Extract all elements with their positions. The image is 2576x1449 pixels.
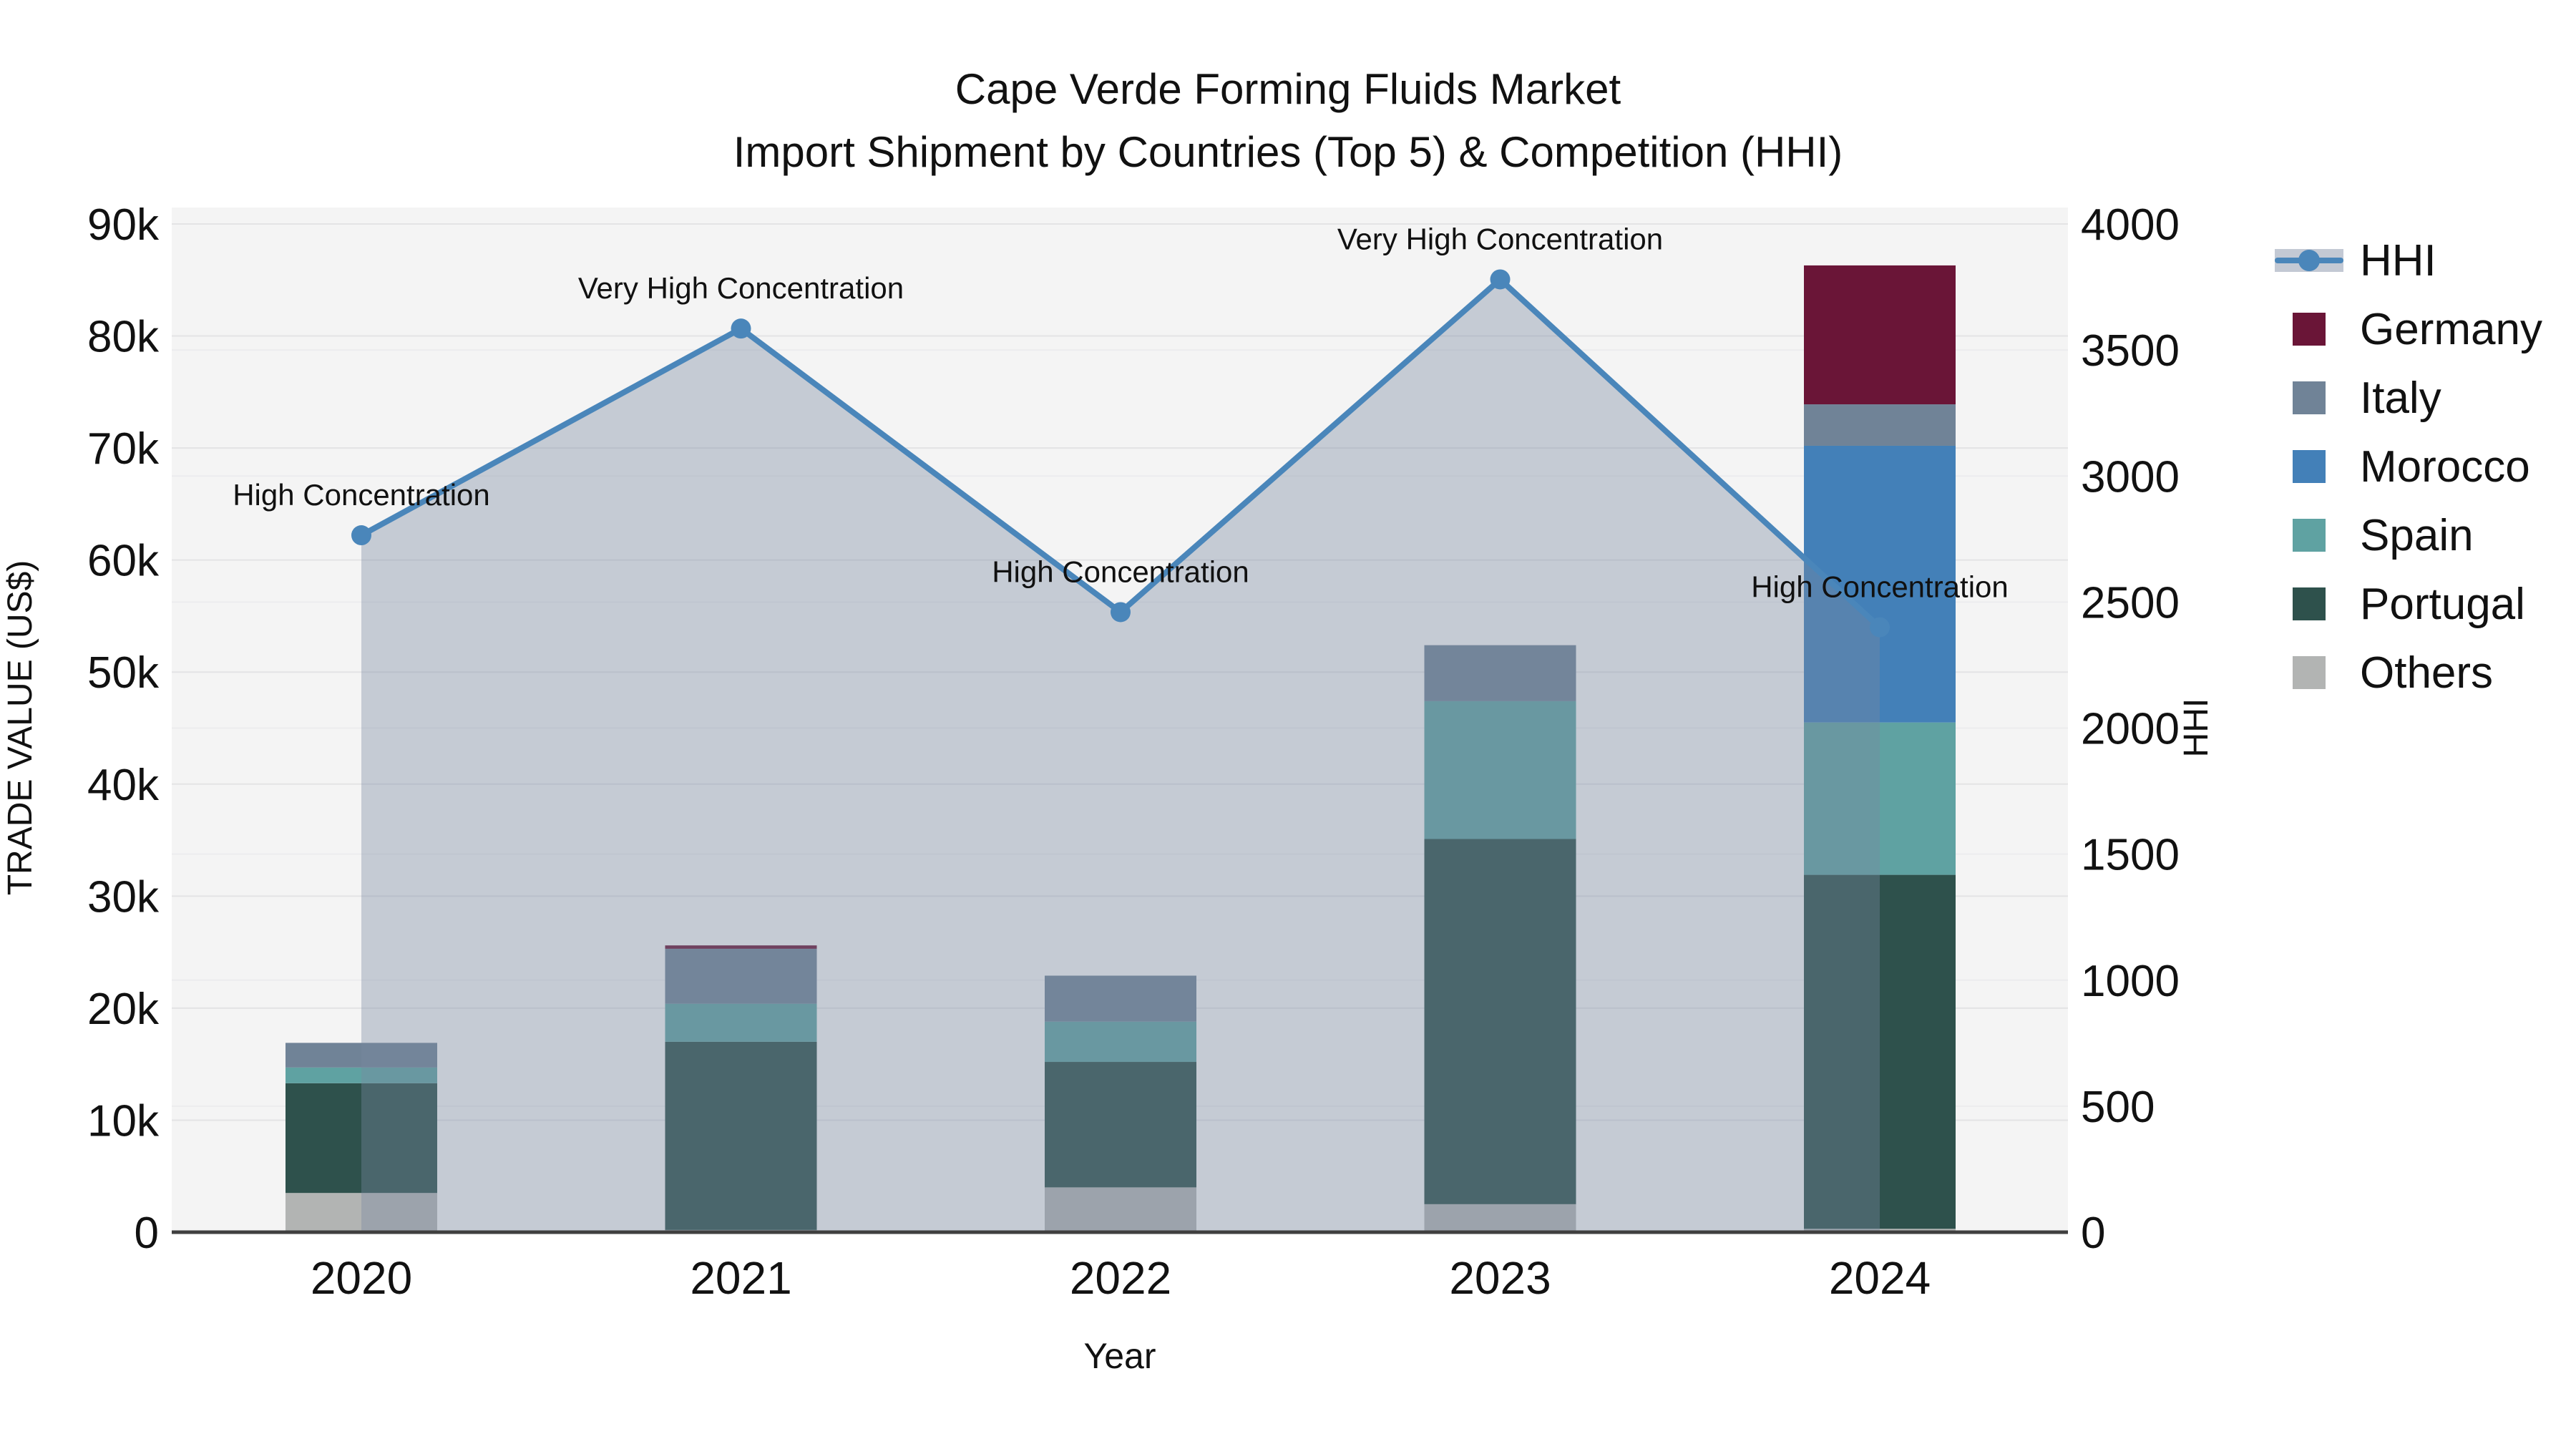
y-left-tick-label: 10k [87, 1096, 160, 1146]
chart-title-line1: Cape Verde Forming Fluids Market [955, 65, 1621, 113]
hhi-marker-2023[interactable] [1490, 269, 1511, 290]
x-axis-title: Year [1083, 1336, 1156, 1376]
y-right-tick-label: 0 [2081, 1209, 2105, 1258]
y-left-tick-label: 80k [87, 313, 160, 362]
legend-label: Germany [2360, 304, 2542, 354]
y-right-tick-label: 2500 [2081, 578, 2180, 628]
y-right-tick-label: 1500 [2081, 831, 2180, 880]
legend-label: Morocco [2360, 441, 2530, 492]
bar-segment-spain-2023[interactable] [1424, 701, 1576, 839]
y-left-tick-label: 20k [87, 985, 160, 1034]
hhi-marker-2022[interactable] [1111, 602, 1131, 623]
bar-segment-italy-2021[interactable] [665, 948, 817, 1004]
bar-segment-others-2023[interactable] [1424, 1204, 1576, 1232]
legend-color-swatch-icon [2267, 519, 2351, 552]
x-tick-label-2023: 2023 [1449, 1252, 1551, 1304]
bar-segment-portugal-2024[interactable] [1804, 874, 1956, 1229]
legend-label: Spain [2360, 510, 2474, 560]
hhi-marker-2024[interactable] [1870, 617, 1890, 638]
bar-segment-spain-2020[interactable] [286, 1067, 437, 1083]
y-right-axis-title: HHI [2177, 698, 2215, 758]
x-tick-label-2021: 2021 [690, 1252, 791, 1304]
bar-segment-germany-2024[interactable] [1804, 265, 1956, 405]
legend-label: HHI [2360, 235, 2436, 286]
legend-item-germany[interactable]: Germany [2267, 304, 2542, 354]
bar-segment-spain-2024[interactable] [1804, 722, 1956, 875]
y-left-tick-label: 90k [87, 200, 160, 250]
legend-item-portugal[interactable]: Portugal [2267, 579, 2542, 629]
x-tick-label-2020: 2020 [311, 1252, 412, 1304]
y-right-tick-label: 500 [2081, 1083, 2155, 1132]
annotation-2024: High Concentration [1751, 570, 2009, 604]
bar-segment-others-2020[interactable] [286, 1193, 437, 1232]
x-tick-label-2024: 2024 [1829, 1252, 1931, 1304]
bar-segment-italy-2023[interactable] [1424, 645, 1576, 701]
bar-segment-others-2022[interactable] [1045, 1187, 1196, 1232]
legend-item-others[interactable]: Others [2267, 648, 2542, 698]
y-left-tick-label: 0 [135, 1209, 159, 1258]
y-left-tick-label: 60k [87, 537, 160, 586]
bar-segment-italy-2022[interactable] [1045, 975, 1196, 1022]
bar-segment-portugal-2021[interactable] [665, 1041, 817, 1230]
y-right-tick-label: 3500 [2081, 326, 2180, 376]
y-left-tick-label: 70k [87, 424, 160, 474]
y-left-axis-title: TRADE VALUE (US$) [1, 560, 39, 896]
y-right-tick-label: 4000 [2081, 200, 2180, 250]
annotation-2020: High Concentration [233, 478, 490, 512]
annotation-2023: Very High Concentration [1337, 222, 1663, 255]
bar-segment-germany-2021[interactable] [665, 945, 817, 949]
legend-color-swatch-icon [2267, 381, 2351, 414]
bar-segment-italy-2024[interactable] [1804, 404, 1956, 446]
legend-label: Italy [2360, 373, 2441, 423]
legend-item-morocco[interactable]: Morocco [2267, 441, 2542, 492]
legend-label: Portugal [2360, 579, 2525, 629]
y-left-tick-label: 50k [87, 648, 160, 698]
bar-segment-italy-2020[interactable] [286, 1043, 437, 1068]
y-right-tick-label: 3000 [2081, 452, 2180, 502]
bar-segment-portugal-2020[interactable] [286, 1083, 437, 1194]
legend: HHI Germany Italy Morocco Spain Portugal Other… [2267, 235, 2542, 698]
y-left-tick-label: 30k [87, 872, 160, 922]
bar-segment-portugal-2022[interactable] [1045, 1062, 1196, 1188]
y-left-tick-label: 40k [87, 761, 160, 810]
legend-color-swatch-icon [2267, 313, 2351, 346]
legend-item-italy[interactable]: Italy [2267, 373, 2542, 423]
legend-color-swatch-icon [2267, 656, 2351, 689]
x-tick-label-2022: 2022 [1070, 1252, 1171, 1304]
legend-item-hhi[interactable]: HHI [2267, 235, 2542, 286]
legend-color-swatch-icon [2267, 587, 2351, 620]
y-right-tick-label: 2000 [2081, 705, 2180, 754]
legend-color-swatch-icon [2267, 450, 2351, 483]
bar-segment-spain-2021[interactable] [665, 1003, 817, 1042]
legend-label: Others [2360, 648, 2494, 698]
chart-title-line2: Import Shipment by Countries (Top 5) & C… [733, 128, 1843, 176]
legend-item-spain[interactable]: Spain [2267, 510, 2542, 560]
bar-segment-portugal-2023[interactable] [1424, 839, 1576, 1204]
y-right-tick-label: 1000 [2081, 957, 2180, 1006]
annotation-2021: Very High Concentration [578, 271, 904, 305]
hhi-line-swatch-icon [2267, 246, 2351, 275]
bar-segment-spain-2022[interactable] [1045, 1021, 1196, 1063]
hhi-area-fill [361, 279, 1880, 1232]
hhi-marker-2021[interactable] [731, 318, 751, 339]
hhi-marker-2020[interactable] [351, 525, 371, 546]
annotation-2022: High Concentration [992, 555, 1249, 588]
